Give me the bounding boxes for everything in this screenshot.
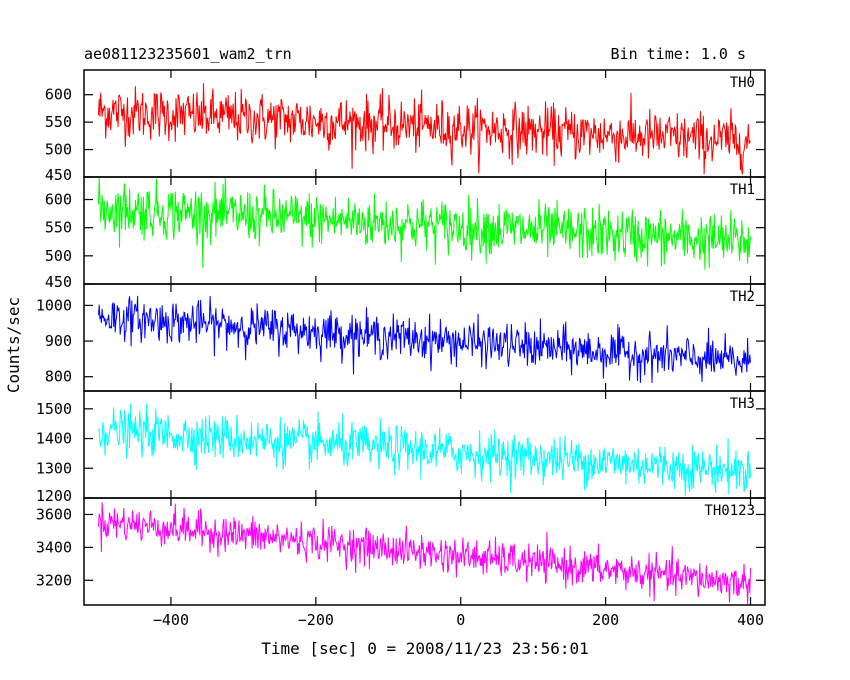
series-line-th0123 [98,502,751,604]
panel-label-th3: TH3 [730,396,755,412]
chart-title: ae081123235601_wam2_trn [84,45,292,63]
y-tick-label: 1300 [36,459,72,477]
y-tick-label: 500 [45,247,72,265]
panel-frame [83,497,766,606]
series-line-th0 [98,83,751,175]
y-tick-label: 3400 [36,538,72,556]
series-line-th3 [98,403,751,496]
y-tick-label: 600 [45,191,72,209]
y-tick-label: 550 [45,113,72,131]
y-axis-label: Counts/sec [4,297,23,393]
y-tick-label: 500 [45,141,72,159]
panel-label-th0123: TH0123 [704,503,755,519]
y-tick-label: 600 [45,86,72,104]
x-axis: −400 −200 0 200 400 [153,611,764,629]
y-tick-label: 450 [45,273,72,291]
x-tick-label: −400 [153,611,189,629]
x-tick-label: 400 [737,611,764,629]
panels-group: 450 500 550 600 TH0 450 500 550 600 TH1 800 900 1000… [36,69,766,606]
y-tick-label: 1400 [36,430,72,448]
y-tick-label: 1500 [36,400,72,418]
panel-label-th0: TH0 [730,75,755,91]
y-tick-label: 900 [45,332,72,350]
bin-time-label: Bin time: 1.0 s [611,45,746,63]
panel-label-th2: TH2 [730,289,755,305]
panel-label-th1: TH1 [730,182,755,198]
y-tick-label: 450 [45,166,72,184]
series-line-th2 [98,295,751,384]
x-tick-label: 0 [456,611,465,629]
y-tick-label: 3200 [36,571,72,589]
x-tick-label: 200 [592,611,619,629]
panel-th3: 1200 1300 1400 1500 TH3 [36,390,766,505]
y-tick-label: 1000 [36,296,72,314]
y-tick-label: 800 [45,368,72,386]
panel-th0123: 3200 3400 3600 TH0123 [36,497,766,606]
panel-th1: 450 500 550 600 TH1 [45,176,766,291]
series-line-th1 [98,177,751,270]
y-tick-label: 550 [45,219,72,237]
y-tick-label: 1200 [36,487,72,505]
panel-th2: 800 900 1000 TH2 [36,283,766,392]
panel-th0: 450 500 550 600 TH0 [45,69,766,184]
y-tick-label: 3600 [36,505,72,523]
x-axis-label: Time [sec] 0 = 2008/11/23 23:56:01 [261,639,589,658]
x-tick-label: −200 [298,611,334,629]
